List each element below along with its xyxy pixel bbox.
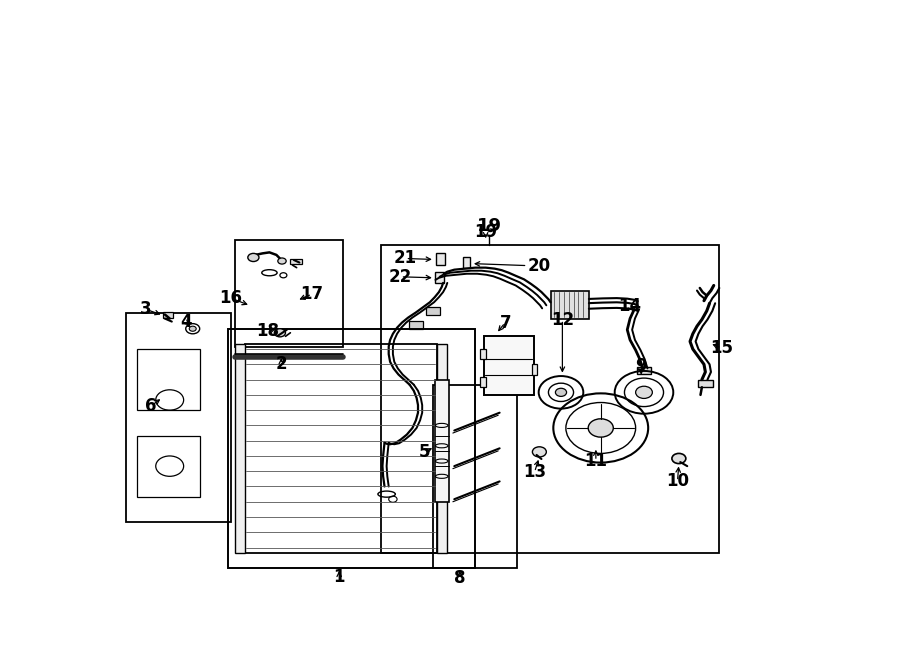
Polygon shape xyxy=(409,321,423,329)
Polygon shape xyxy=(551,291,589,319)
Text: 2: 2 xyxy=(275,356,287,373)
Text: 15: 15 xyxy=(710,339,733,357)
Circle shape xyxy=(533,447,546,457)
Polygon shape xyxy=(291,259,302,264)
Polygon shape xyxy=(164,313,173,317)
Text: 4: 4 xyxy=(180,313,192,331)
Polygon shape xyxy=(435,379,449,502)
Text: 3: 3 xyxy=(140,300,152,319)
Text: 22: 22 xyxy=(389,268,412,286)
Circle shape xyxy=(248,253,259,262)
Text: 16: 16 xyxy=(220,289,243,307)
Polygon shape xyxy=(483,336,534,395)
Polygon shape xyxy=(436,344,446,553)
Text: 19: 19 xyxy=(474,223,497,241)
Polygon shape xyxy=(463,258,470,268)
Polygon shape xyxy=(480,377,486,387)
Circle shape xyxy=(672,453,686,463)
Polygon shape xyxy=(436,272,444,283)
Text: 8: 8 xyxy=(454,569,465,587)
Text: 11: 11 xyxy=(584,452,608,470)
Circle shape xyxy=(555,388,567,397)
Text: 14: 14 xyxy=(618,297,642,315)
Text: 1: 1 xyxy=(333,568,345,586)
Polygon shape xyxy=(427,307,440,315)
Text: 6: 6 xyxy=(145,397,157,415)
Circle shape xyxy=(589,419,613,437)
Circle shape xyxy=(635,386,652,399)
Text: 5: 5 xyxy=(419,443,431,461)
Circle shape xyxy=(274,329,285,337)
Text: 9: 9 xyxy=(635,357,647,375)
Text: 18: 18 xyxy=(256,323,280,340)
Polygon shape xyxy=(532,364,537,375)
Circle shape xyxy=(189,326,196,331)
Text: 7: 7 xyxy=(500,313,511,332)
Circle shape xyxy=(278,258,286,264)
Text: 17: 17 xyxy=(301,285,323,303)
Text: 10: 10 xyxy=(666,473,689,490)
Polygon shape xyxy=(436,253,445,264)
Text: 19: 19 xyxy=(477,217,501,235)
Text: 20: 20 xyxy=(527,256,551,274)
Polygon shape xyxy=(637,368,651,373)
Text: 21: 21 xyxy=(394,249,417,268)
Polygon shape xyxy=(480,349,486,360)
Polygon shape xyxy=(235,344,245,553)
Text: 13: 13 xyxy=(523,463,546,481)
Polygon shape xyxy=(698,379,713,387)
Text: 12: 12 xyxy=(551,311,574,329)
